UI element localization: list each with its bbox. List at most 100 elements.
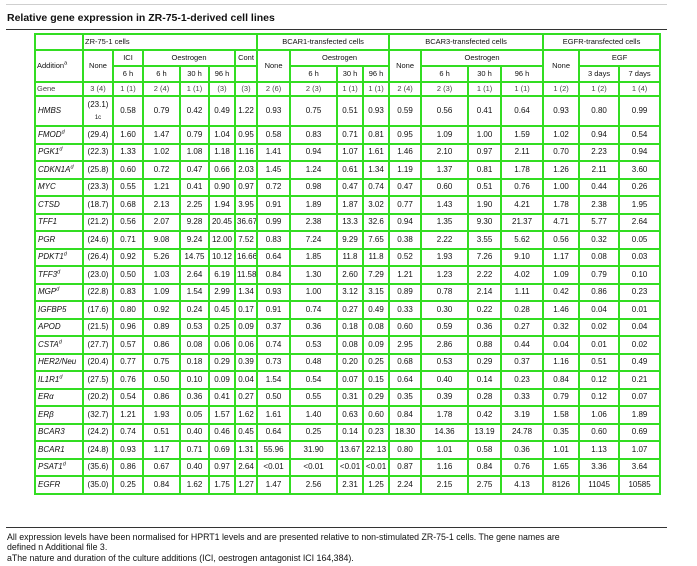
- value-cell: 1.78: [420, 405, 470, 425]
- value-cell: 1.37: [420, 160, 470, 180]
- oestrogen-label: Oestrogen: [289, 49, 391, 67]
- value-cell: 1.00: [467, 125, 503, 145]
- value-cell: 1.17: [142, 440, 181, 460]
- value-cell: 1.47: [142, 125, 181, 145]
- value-cell: 0.41: [179, 177, 210, 197]
- value-cell: 0.96: [112, 317, 144, 337]
- value-cell: 1.25: [362, 475, 391, 495]
- value-cell: 1.43: [420, 195, 470, 215]
- baseline-ct-cell: (22.8): [82, 282, 114, 302]
- value-cell: 0.91: [256, 300, 292, 320]
- value-cell: 0.25: [208, 317, 236, 337]
- none-label: None: [256, 49, 292, 83]
- baseline-ct-cell: (24.8): [82, 440, 114, 460]
- value-cell: 0.79: [542, 387, 581, 407]
- value-cell: 1.22: [233, 95, 259, 127]
- value-cell: 5.26: [142, 247, 181, 267]
- value-cell: 0.36: [500, 440, 545, 460]
- value-cell: 1.46: [542, 300, 581, 320]
- top-rule: [6, 4, 667, 5]
- value-cell: 0.38: [388, 230, 423, 250]
- value-cell: 1.01: [542, 440, 581, 460]
- baseline-ct-cell: (23.3): [82, 177, 114, 197]
- value-cell: 0.56: [420, 95, 470, 127]
- value-cell: 0.01: [578, 335, 621, 355]
- value-cell: 2.07: [142, 212, 181, 232]
- value-cell: 0.23: [362, 422, 391, 442]
- value-cell: 0.33: [388, 300, 423, 320]
- value-cell: 0.98: [289, 177, 339, 197]
- value-cell: 0.84: [542, 370, 581, 390]
- table-row: CDKN1Ad (25.8) 0.60 0.72 0.47 0.66 2.03 1.45 1.2…: [34, 160, 662, 180]
- value-cell: 0.27: [500, 317, 545, 337]
- table-row: PGK1d (22.3) 1.33 1.02 1.08 1.18 1.16 1.41 0.94 1…: [34, 142, 662, 162]
- value-cell: 2.86: [420, 335, 470, 355]
- n-cell: 2 (3): [289, 81, 339, 97]
- value-cell: 0.33: [500, 387, 545, 407]
- value-cell: 0.79: [578, 265, 621, 285]
- value-cell: 0.29: [467, 352, 503, 372]
- value-cell: 0.31: [336, 387, 365, 407]
- value-cell: 1.06: [578, 405, 621, 425]
- value-cell: 1.02: [142, 142, 181, 162]
- value-cell: 22.13: [362, 440, 391, 460]
- value-cell: 0.83: [289, 125, 339, 145]
- value-cell: 1.34: [233, 282, 259, 302]
- value-cell: 3.12: [336, 282, 365, 302]
- value-cell: 7.24: [289, 230, 339, 250]
- value-cell: 1.17: [542, 247, 581, 267]
- value-cell: 9.30: [467, 212, 503, 232]
- table-row: ERα (20.2) 0.54 0.86 0.36 0.41 0.27 0.50 0.55 0.3…: [34, 387, 662, 407]
- value-cell: 0.90: [208, 177, 236, 197]
- value-cell: 0.04: [578, 300, 621, 320]
- value-cell: 0.80: [578, 95, 621, 127]
- table-row: IL1R1d (27.5) 0.76 0.50 0.10 0.09 0.04 1.54 0.54…: [34, 370, 662, 390]
- value-cell: 0.75: [142, 352, 181, 372]
- addition-header-row: Additiona None ICI Oestrogen Cont None O…: [34, 49, 662, 83]
- value-cell: 0.93: [542, 95, 581, 127]
- baseline-ct-cell: (27.7): [82, 335, 114, 355]
- value-cell: 0.84: [256, 265, 292, 285]
- value-cell: 1.09: [542, 265, 581, 285]
- value-cell: 1.24: [289, 160, 339, 180]
- value-cell: 0.56: [112, 212, 144, 232]
- value-cell: 1.89: [618, 405, 662, 425]
- gene-name: TFF3d: [34, 265, 84, 285]
- value-cell: 2.15: [420, 475, 470, 495]
- value-cell: 0.08: [179, 335, 210, 355]
- egf-label: EGF: [578, 49, 662, 67]
- value-cell: 0.92: [112, 247, 144, 267]
- value-cell: 1.87: [336, 195, 365, 215]
- value-cell: 55.96: [256, 440, 292, 460]
- time-label: 30 h: [467, 65, 503, 83]
- n-cell: 2 (4): [142, 81, 181, 97]
- value-cell: 0.64: [388, 370, 423, 390]
- value-cell: 0.78: [420, 282, 470, 302]
- gene-name: PGR: [34, 230, 84, 250]
- value-cell: 1.21: [388, 265, 423, 285]
- table-row: PSAT1d (35.6) 0.86 0.67 0.40 0.97 2.64 <0.01 <0.…: [34, 457, 662, 477]
- baseline-ct-cell: (24.6): [82, 230, 114, 250]
- value-cell: 0.23: [500, 370, 545, 390]
- value-cell: 0.93: [256, 282, 292, 302]
- gene-name: MYC: [34, 177, 84, 197]
- value-cell: 2.95: [388, 335, 423, 355]
- value-cell: 13.3: [336, 212, 365, 232]
- value-cell: 3.15: [362, 282, 391, 302]
- value-cell: 1.58: [542, 405, 581, 425]
- value-cell: 0.26: [618, 177, 662, 197]
- time-label: 96 h: [362, 65, 391, 83]
- value-cell: 0.09: [208, 370, 236, 390]
- gene-name: EGFR: [34, 475, 84, 495]
- value-cell: 0.97: [208, 457, 236, 477]
- value-cell: 11.8: [362, 247, 391, 267]
- value-cell: 13.19: [467, 422, 503, 442]
- value-cell: 0.69: [208, 440, 236, 460]
- n-cell: (3): [208, 81, 236, 97]
- value-cell: 0.49: [618, 352, 662, 372]
- table-row: HMBS (23.1) 1c 0.58 0.79 0.42 0.49 1.22 0.93 0.75…: [34, 95, 662, 127]
- value-cell: 0.47: [336, 177, 365, 197]
- value-cell: 1.31: [233, 440, 259, 460]
- addition-label: Additiona: [34, 49, 84, 83]
- value-cell: 0.27: [233, 387, 259, 407]
